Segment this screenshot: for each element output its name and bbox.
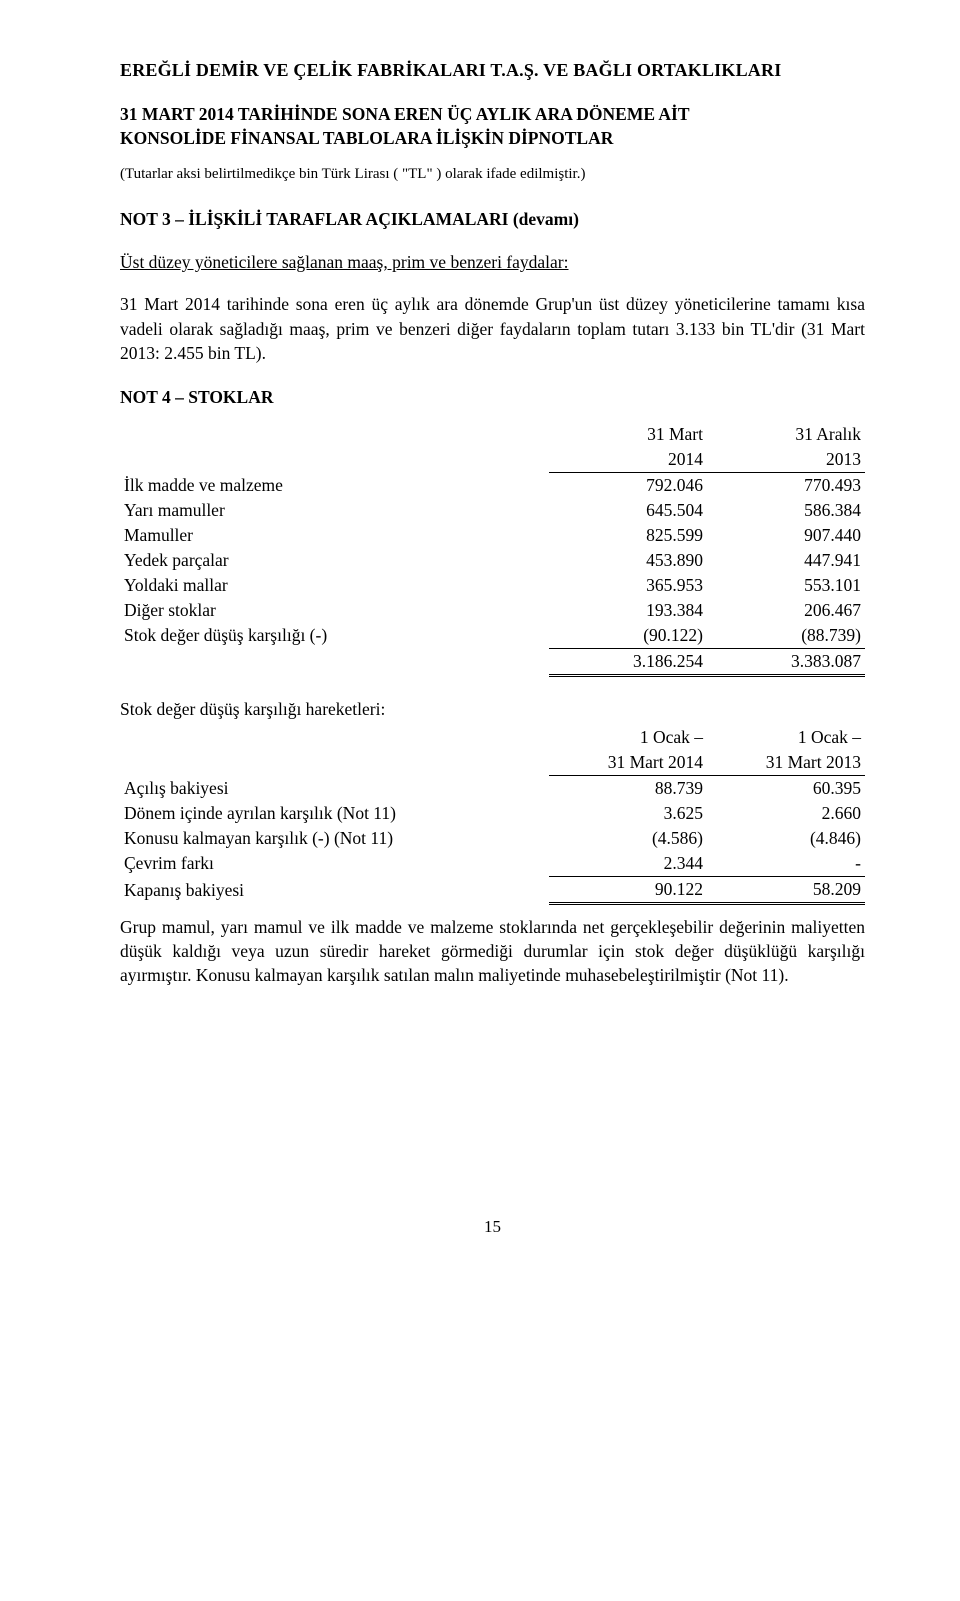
- table-row: Stok değer düşüş karşılığı (-) (90.122) …: [120, 623, 865, 649]
- movement-caption: Stok değer düşüş karşılığı hareketleri:: [120, 697, 865, 721]
- row-value: (4.586): [549, 826, 707, 851]
- row-value: 206.467: [707, 598, 865, 623]
- row-value: 907.440: [707, 523, 865, 548]
- table-header-row-2: 31 Mart 2014 31 Mart 2013: [120, 750, 865, 776]
- currency-note: (Tutarlar aksi belirtilmedikçe bin Türk …: [120, 166, 865, 183]
- row-label: Dönem içinde ayrılan karşılık (Not 11): [120, 801, 549, 826]
- table-header-row-1: 1 Ocak – 1 Ocak –: [120, 725, 865, 750]
- page-container: EREĞLİ DEMİR VE ÇELİK FABRİKALARI T.A.Ş.…: [0, 0, 960, 1287]
- report-title-line1: 31 MART 2014 TARİHİNDE SONA EREN ÜÇ AYLI…: [120, 104, 690, 124]
- row-value: 2.344: [549, 851, 707, 877]
- col1-header-a: 31 Mart: [549, 422, 707, 447]
- col2-header-a: 1 Ocak –: [707, 725, 865, 750]
- table-row: Çevrim farkı 2.344 -: [120, 851, 865, 877]
- note3-paragraph: 31 Mart 2014 tarihinde sona eren üç aylı…: [120, 292, 865, 364]
- row-label: Çevrim farkı: [120, 851, 549, 877]
- report-title-line2: KONSOLİDE FİNANSAL TABLOLARA İLİŞKİN DİP…: [120, 128, 613, 148]
- total-value: 3.186.254: [549, 648, 707, 675]
- col1-header-b: 31 Mart 2014: [549, 750, 707, 776]
- closing-value: 58.209: [707, 876, 865, 903]
- note3-subheading: Üst düzey yöneticilere sağlanan maaş, pr…: [120, 250, 865, 274]
- row-label: Yarı mamuller: [120, 498, 549, 523]
- closing-label: Kapanış bakiyesi: [120, 876, 549, 903]
- row-value: 3.625: [549, 801, 707, 826]
- row-value: (4.846): [707, 826, 865, 851]
- table-row: Yoldaki mallar 365.953 553.101: [120, 573, 865, 598]
- row-label: Açılış bakiyesi: [120, 775, 549, 801]
- table-total-row: 3.186.254 3.383.087: [120, 648, 865, 675]
- col1-header-a: 1 Ocak –: [549, 725, 707, 750]
- row-value: 645.504: [549, 498, 707, 523]
- row-value: 193.384: [549, 598, 707, 623]
- row-value: 770.493: [707, 472, 865, 498]
- note4-heading: NOT 4 – STOKLAR: [120, 387, 865, 408]
- stok-table: 31 Mart 31 Aralık 2014 2013 İlk madde ve…: [120, 422, 865, 677]
- col2-header-b: 2013: [707, 447, 865, 473]
- report-title: 31 MART 2014 TARİHİNDE SONA EREN ÜÇ AYLI…: [120, 103, 865, 150]
- row-value: 88.739: [549, 775, 707, 801]
- row-value: 586.384: [707, 498, 865, 523]
- table-row: Diğer stoklar 193.384 206.467: [120, 598, 865, 623]
- table-row: Yedek parçalar 453.890 447.941: [120, 548, 865, 573]
- row-value: 60.395: [707, 775, 865, 801]
- table-header-row-1: 31 Mart 31 Aralık: [120, 422, 865, 447]
- row-label: Diğer stoklar: [120, 598, 549, 623]
- closing-value: 90.122: [549, 876, 707, 903]
- row-value: (90.122): [549, 623, 707, 649]
- total-value: 3.383.087: [707, 648, 865, 675]
- row-value: 453.890: [549, 548, 707, 573]
- row-value: 792.046: [549, 472, 707, 498]
- col2-header-a: 31 Aralık: [707, 422, 865, 447]
- col1-header-b: 2014: [549, 447, 707, 473]
- row-label: Yedek parçalar: [120, 548, 549, 573]
- table-row: Mamuller 825.599 907.440: [120, 523, 865, 548]
- table-closing-row: Kapanış bakiyesi 90.122 58.209: [120, 876, 865, 903]
- row-label: Yoldaki mallar: [120, 573, 549, 598]
- table-row: İlk madde ve malzeme 792.046 770.493: [120, 472, 865, 498]
- row-value: 553.101: [707, 573, 865, 598]
- row-label: Mamuller: [120, 523, 549, 548]
- table-row: Açılış bakiyesi 88.739 60.395: [120, 775, 865, 801]
- row-value: 825.599: [549, 523, 707, 548]
- row-value: -: [707, 851, 865, 877]
- table-header-row-2: 2014 2013: [120, 447, 865, 473]
- page-number: 15: [120, 1217, 865, 1237]
- note3-heading: NOT 3 – İLİŞKİLİ TARAFLAR AÇIKLAMALARI (…: [120, 209, 865, 230]
- row-label: İlk madde ve malzeme: [120, 472, 549, 498]
- row-value: 365.953: [549, 573, 707, 598]
- table-row: Konusu kalmayan karşılık (-) (Not 11) (4…: [120, 826, 865, 851]
- row-value: 2.660: [707, 801, 865, 826]
- note4-footer-paragraph: Grup mamul, yarı mamul ve ilk madde ve m…: [120, 915, 865, 987]
- row-label: Stok değer düşüş karşılığı (-): [120, 623, 549, 649]
- row-label: Konusu kalmayan karşılık (-) (Not 11): [120, 826, 549, 851]
- company-name: EREĞLİ DEMİR VE ÇELİK FABRİKALARI T.A.Ş.…: [120, 60, 865, 81]
- table-row: Yarı mamuller 645.504 586.384: [120, 498, 865, 523]
- col2-header-b: 31 Mart 2013: [707, 750, 865, 776]
- row-value: (88.739): [707, 623, 865, 649]
- table-row: Dönem içinde ayrılan karşılık (Not 11) 3…: [120, 801, 865, 826]
- movement-table: 1 Ocak – 1 Ocak – 31 Mart 2014 31 Mart 2…: [120, 725, 865, 905]
- row-value: 447.941: [707, 548, 865, 573]
